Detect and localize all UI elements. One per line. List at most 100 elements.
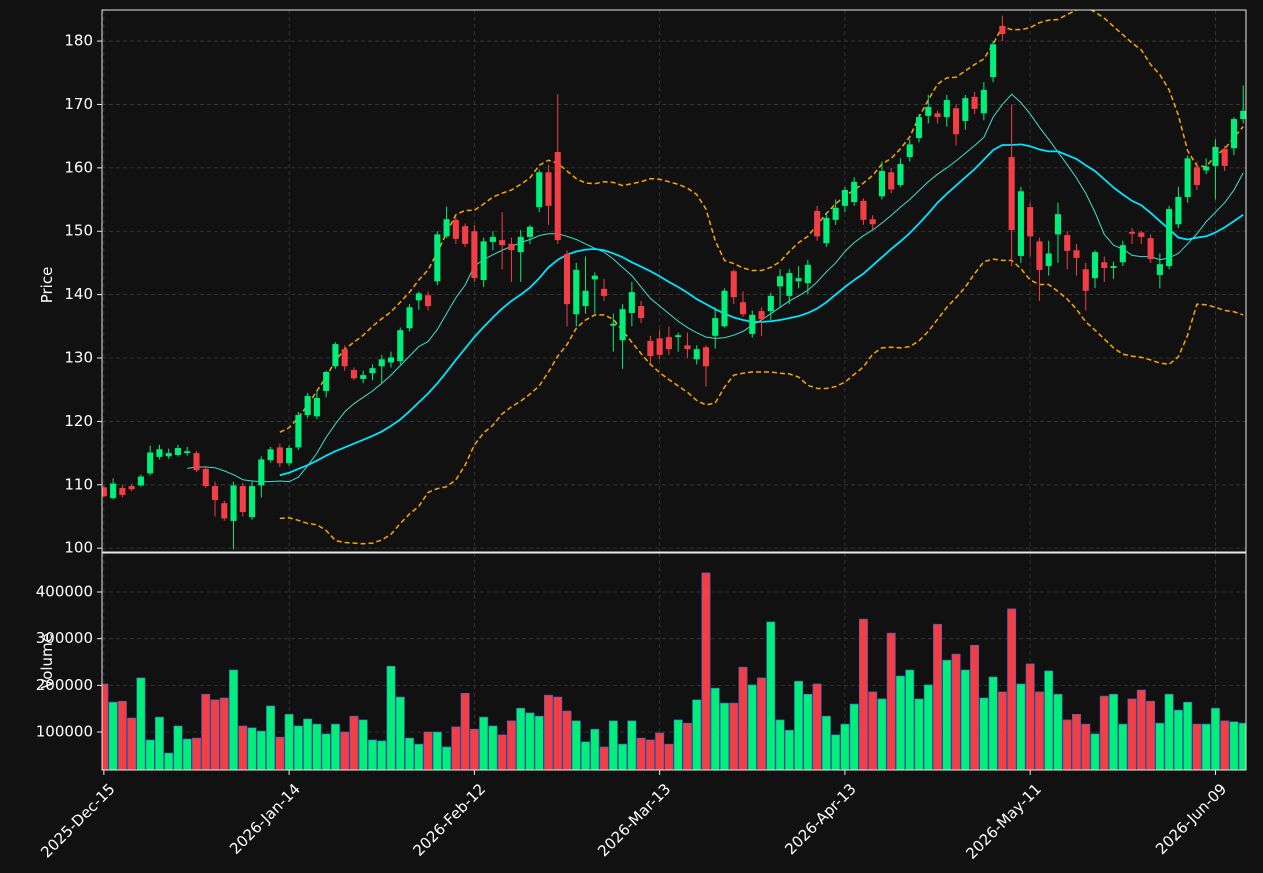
candle-body <box>758 311 765 320</box>
volume-bar <box>618 743 628 770</box>
volume-bar <box>497 734 507 770</box>
candle-body <box>462 226 469 244</box>
volume-bar <box>506 720 516 770</box>
candle-body <box>878 171 886 197</box>
candle-body <box>323 371 330 391</box>
volume-bar <box>377 740 387 770</box>
candle-body <box>1175 197 1182 225</box>
candle-body <box>258 459 265 486</box>
candle-body <box>387 357 395 363</box>
candle-body <box>350 370 358 379</box>
volume-bar <box>192 737 201 770</box>
candle-body <box>174 448 182 456</box>
volume-bar <box>247 727 257 770</box>
candle-body <box>925 106 932 116</box>
x-tick-label: 2026-Jun-09 <box>1152 780 1230 858</box>
candle-body <box>739 302 747 315</box>
volume-bar <box>525 712 535 770</box>
candle-body <box>814 210 821 237</box>
volume-bar <box>266 705 276 770</box>
candle-body <box>128 486 135 490</box>
candle-body <box>990 44 997 78</box>
volume-bar <box>201 693 211 770</box>
volume-marks <box>102 572 1246 770</box>
x-tick-label: 2026-May-11 <box>962 780 1045 863</box>
volume-bar <box>1016 683 1026 770</box>
candle-body <box>665 337 672 350</box>
volume-bar <box>868 691 878 770</box>
candle-body <box>980 89 987 114</box>
volume-bar <box>544 694 553 770</box>
volume-bar <box>729 702 739 770</box>
candle-body <box>730 271 737 298</box>
candle-body <box>897 164 904 185</box>
candle-body <box>341 349 348 367</box>
candle-body <box>332 344 339 367</box>
volume-bar <box>488 725 498 770</box>
candle-body <box>480 241 487 281</box>
y-tick-label: 400000 <box>36 583 93 601</box>
y-tick-label: 180 <box>64 32 93 50</box>
candle-body <box>1027 207 1034 237</box>
y-axis-label: Price <box>38 267 56 304</box>
y-tick-label: 170 <box>64 95 93 113</box>
candle-body <box>471 231 478 279</box>
volume-bar <box>1044 670 1054 770</box>
y-tick-label: 200000 <box>36 676 93 694</box>
volume-bar <box>599 746 609 770</box>
candle-body <box>249 486 256 518</box>
volume-bar <box>905 669 915 770</box>
volume-bar <box>1173 709 1183 770</box>
candle-body <box>1221 148 1228 166</box>
candle-body <box>582 290 589 307</box>
candle-body <box>869 219 876 225</box>
candle-body <box>619 309 626 341</box>
volume-bar <box>395 696 405 770</box>
indicator-line <box>279 10 1244 433</box>
candle-body <box>591 275 598 280</box>
volume-bar <box>571 720 581 770</box>
candle-body <box>102 487 107 497</box>
y-axis-label: Volume <box>38 633 56 689</box>
y-tick-label: 100 <box>64 539 93 557</box>
candle-body <box>360 375 367 379</box>
volume-bar <box>664 743 674 770</box>
volume-bar <box>720 702 729 770</box>
price-panel <box>102 10 1246 552</box>
volume-bar <box>229 669 239 770</box>
candle-body <box>1091 252 1099 279</box>
volume-bar <box>460 692 470 770</box>
volume-bar <box>1210 707 1220 770</box>
x-tick-label: 2026-Jan-14 <box>226 780 304 858</box>
candle-body <box>276 447 283 464</box>
candle-body <box>906 144 913 158</box>
volume-bar <box>1201 723 1211 770</box>
volume-bar <box>1081 723 1091 770</box>
volume-bar <box>997 691 1007 770</box>
volume-bar <box>590 728 600 770</box>
candle-body <box>1166 209 1173 267</box>
candle-body <box>610 323 617 326</box>
volume-bar <box>849 703 859 770</box>
volume-bar <box>534 715 544 770</box>
candle-body <box>1212 146 1219 166</box>
volume-bar <box>1109 693 1119 770</box>
volume-bar <box>108 701 118 770</box>
volume-bar <box>340 731 350 770</box>
volume-bar <box>655 732 665 770</box>
volume-bar <box>293 725 303 770</box>
candle-body <box>693 349 700 360</box>
volume-bar <box>757 677 767 770</box>
candle-body <box>795 278 802 282</box>
volume-bar <box>1155 722 1165 770</box>
volume-bar <box>1220 720 1230 770</box>
candle-body <box>536 172 543 208</box>
volume-bar <box>933 623 943 770</box>
candle-body <box>1101 262 1108 269</box>
candle-body <box>1230 119 1238 149</box>
candle-body <box>1193 167 1200 185</box>
candle-body <box>1156 264 1163 275</box>
volume-bar <box>256 730 266 770</box>
volume-bar <box>219 697 229 770</box>
volume-bar <box>127 717 137 770</box>
